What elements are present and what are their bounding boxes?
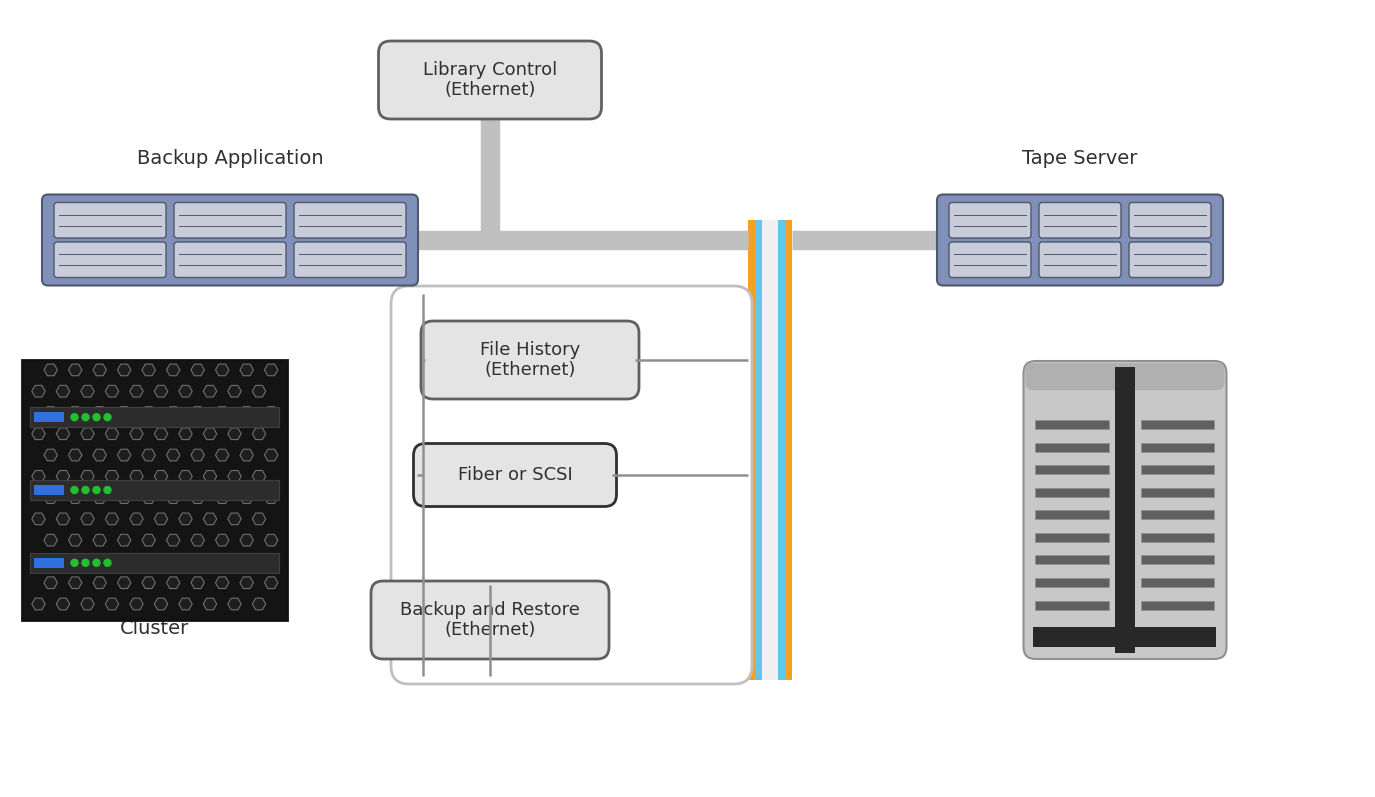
Bar	[30, 553, 279, 573]
FancyBboxPatch shape	[294, 242, 406, 277]
Bar	[30, 480, 279, 500]
Text: Fiber or SCSI: Fiber or SCSI	[458, 466, 572, 484]
Circle shape	[94, 486, 100, 493]
Bar	[1035, 465, 1110, 474]
Text: File History
(Ethernet): File History (Ethernet)	[480, 340, 580, 379]
Circle shape	[72, 559, 78, 567]
FancyBboxPatch shape	[1026, 363, 1225, 391]
FancyBboxPatch shape	[949, 242, 1031, 277]
FancyBboxPatch shape	[949, 202, 1031, 238]
Circle shape	[104, 559, 111, 567]
FancyBboxPatch shape	[421, 321, 639, 399]
Bar	[1115, 367, 1134, 653]
Text: Library Control
(Ethernet): Library Control (Ethernet)	[424, 61, 557, 100]
Text: Backup and Restore
(Ethernet): Backup and Restore (Ethernet)	[400, 601, 580, 639]
FancyBboxPatch shape	[294, 202, 406, 238]
Bar	[1141, 510, 1214, 520]
Text: Cluster: Cluster	[121, 619, 190, 638]
Bar	[1035, 533, 1110, 542]
Bar	[1035, 600, 1110, 610]
Bar	[1141, 442, 1214, 452]
Circle shape	[94, 559, 100, 567]
FancyBboxPatch shape	[1129, 202, 1211, 238]
Bar	[22, 360, 287, 620]
FancyBboxPatch shape	[378, 41, 601, 119]
Circle shape	[82, 486, 89, 493]
Bar	[1034, 626, 1217, 647]
Circle shape	[82, 559, 89, 567]
Bar	[30, 407, 279, 427]
Bar	[762, 220, 778, 680]
FancyBboxPatch shape	[1040, 242, 1121, 277]
Circle shape	[72, 486, 78, 493]
FancyBboxPatch shape	[371, 581, 609, 659]
Circle shape	[82, 414, 89, 421]
Circle shape	[94, 414, 100, 421]
Text: Backup Application: Backup Application	[136, 149, 323, 168]
Circle shape	[104, 486, 111, 493]
Bar	[1141, 556, 1214, 564]
FancyBboxPatch shape	[54, 202, 166, 238]
FancyBboxPatch shape	[175, 202, 286, 238]
Bar	[1141, 420, 1214, 429]
Bar	[34, 558, 65, 567]
Bar	[1141, 600, 1214, 610]
Text: Tape Server: Tape Server	[1022, 149, 1137, 168]
Bar	[1035, 510, 1110, 520]
Text: Tape Library: Tape Library	[1066, 641, 1185, 660]
Circle shape	[72, 414, 78, 421]
Bar	[1141, 578, 1214, 587]
Bar	[1035, 488, 1110, 497]
Bar	[755, 220, 785, 680]
Bar	[34, 412, 65, 422]
Bar	[1141, 488, 1214, 497]
Bar	[1035, 556, 1110, 564]
Bar	[1035, 578, 1110, 587]
FancyBboxPatch shape	[1040, 202, 1121, 238]
Bar	[1141, 533, 1214, 542]
FancyBboxPatch shape	[936, 194, 1222, 285]
FancyBboxPatch shape	[390, 286, 752, 684]
FancyBboxPatch shape	[43, 194, 418, 285]
Bar	[1035, 420, 1110, 429]
FancyBboxPatch shape	[1129, 242, 1211, 277]
Bar	[748, 220, 792, 680]
Bar	[1035, 442, 1110, 452]
FancyBboxPatch shape	[414, 443, 616, 507]
Circle shape	[104, 414, 111, 421]
Bar	[34, 485, 65, 495]
FancyBboxPatch shape	[1023, 361, 1226, 659]
Bar	[1141, 465, 1214, 474]
FancyBboxPatch shape	[54, 242, 166, 277]
FancyBboxPatch shape	[175, 242, 286, 277]
